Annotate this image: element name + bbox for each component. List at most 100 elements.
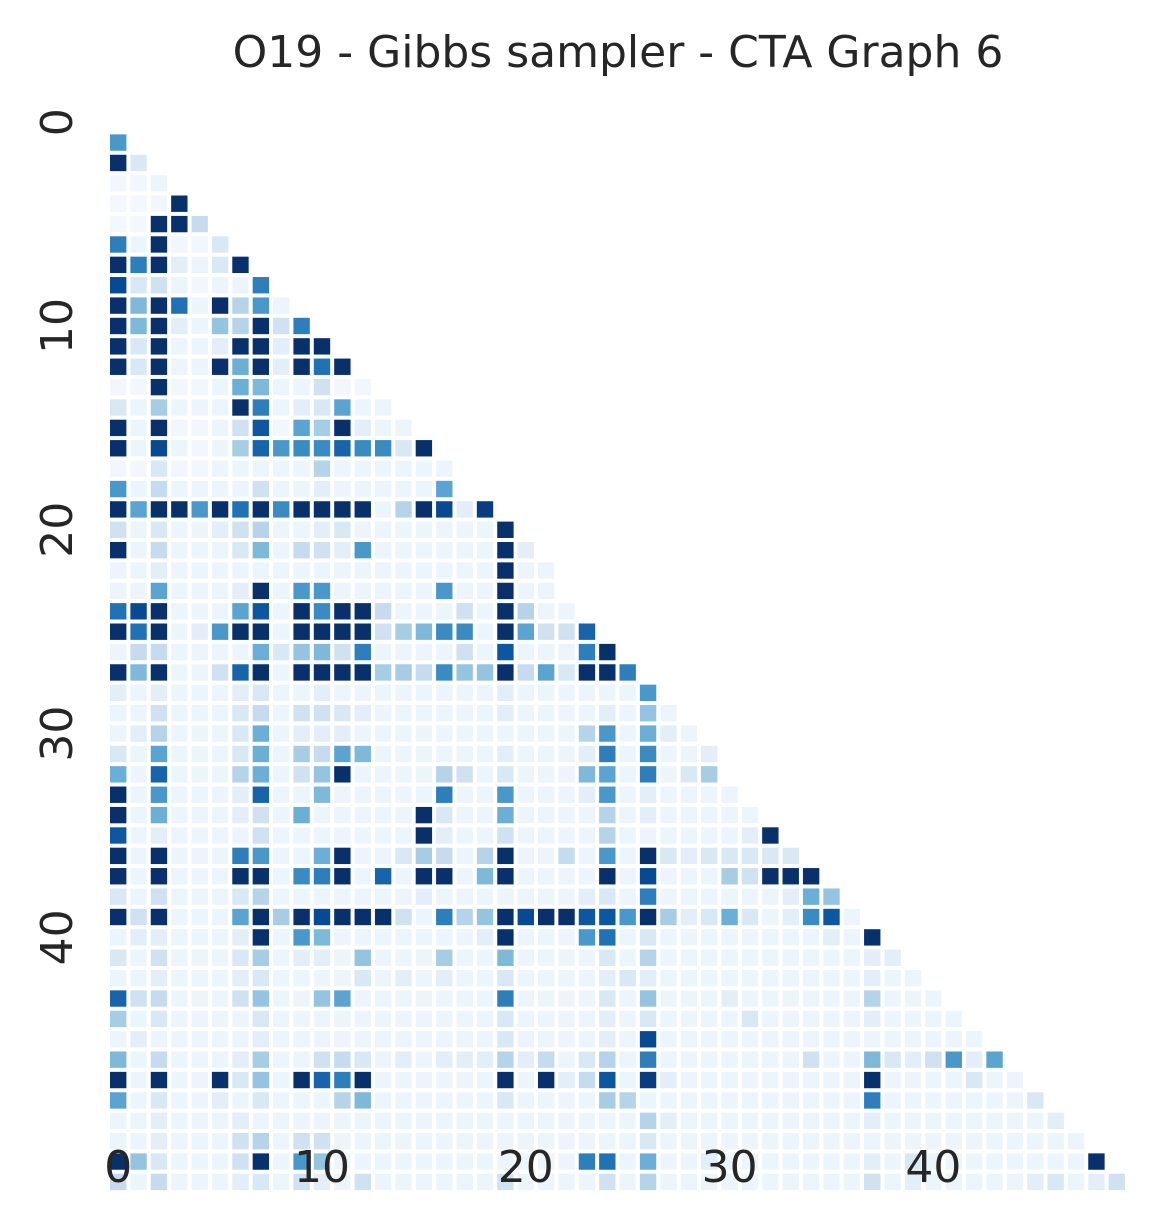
heatmap-cell xyxy=(171,868,188,885)
heatmap-cell xyxy=(232,1010,249,1028)
heatmap-cell xyxy=(252,623,270,640)
heatmap-cell xyxy=(110,480,127,498)
heatmap-cell xyxy=(823,1031,840,1048)
heatmap-cell xyxy=(395,786,412,803)
heatmap-cell xyxy=(884,969,901,987)
heatmap-cell xyxy=(171,1010,188,1028)
heatmap-cell xyxy=(191,338,208,355)
heatmap-cell xyxy=(843,990,861,1007)
heatmap-cell xyxy=(293,1092,310,1109)
heatmap-cell xyxy=(945,1092,962,1109)
heatmap-cell xyxy=(904,1051,922,1068)
heatmap-cell xyxy=(925,1092,942,1109)
heatmap-cell xyxy=(150,440,168,457)
heatmap-cell xyxy=(293,908,310,926)
heatmap-cell xyxy=(273,705,290,722)
heatmap-cell xyxy=(334,806,351,824)
heatmap-cell xyxy=(313,847,331,865)
heatmap-cell xyxy=(211,317,229,335)
heatmap-cell xyxy=(395,419,412,437)
heatmap-cell xyxy=(436,521,453,538)
heatmap-cell xyxy=(436,1173,453,1191)
heatmap-cell xyxy=(191,399,208,416)
heatmap-cell xyxy=(537,1153,555,1170)
heatmap-cell xyxy=(741,1133,759,1150)
heatmap-cell xyxy=(171,297,188,314)
heatmap-cell xyxy=(395,868,412,885)
heatmap-cell xyxy=(252,1133,270,1150)
heatmap-cell xyxy=(578,1133,596,1150)
heatmap-cell xyxy=(110,806,127,824)
heatmap-cell xyxy=(211,643,229,661)
heatmap-cell xyxy=(293,541,310,559)
heatmap-cell xyxy=(232,664,249,681)
heatmap-cell xyxy=(721,949,738,966)
heatmap-cell xyxy=(680,990,698,1007)
heatmap-cell xyxy=(415,684,433,702)
heatmap-cell xyxy=(802,1010,820,1028)
heatmap-cell xyxy=(374,440,392,457)
heatmap-cell xyxy=(354,868,371,885)
heatmap-cell xyxy=(660,1153,677,1170)
heatmap-cell xyxy=(578,1051,596,1068)
heatmap-cell xyxy=(721,868,738,885)
heatmap-cell xyxy=(680,1071,698,1089)
heatmap-cell xyxy=(456,643,473,661)
heatmap-cell xyxy=(558,969,575,987)
heatmap-cell xyxy=(273,949,290,966)
heatmap-cell xyxy=(273,868,290,885)
heatmap-cell xyxy=(884,1092,901,1109)
heatmap-cell xyxy=(211,1173,229,1191)
heatmap-cell xyxy=(660,1133,677,1150)
heatmap-cell xyxy=(517,664,534,681)
heatmap-cell xyxy=(252,480,270,498)
heatmap-cell xyxy=(273,419,290,437)
heatmap-cell xyxy=(415,929,433,946)
heatmap-cell xyxy=(558,745,575,763)
heatmap-cell xyxy=(354,501,371,518)
heatmap-cell xyxy=(110,969,127,987)
heatmap-cell xyxy=(110,195,127,212)
heatmap-cell xyxy=(374,949,392,966)
heatmap-cell xyxy=(721,1133,738,1150)
heatmap-cell xyxy=(293,1071,310,1089)
heatmap-cell xyxy=(334,643,351,661)
heatmap-cell xyxy=(802,929,820,946)
heatmap-cell xyxy=(619,1071,636,1089)
heatmap-cell xyxy=(395,827,412,844)
heatmap-cell xyxy=(537,725,555,742)
heatmap-cell xyxy=(517,766,534,783)
heatmap-cell xyxy=(130,562,147,579)
heatmap-cell xyxy=(436,623,453,640)
heatmap-cell xyxy=(211,603,229,620)
heatmap-cell xyxy=(334,908,351,926)
heatmap-cell xyxy=(456,908,473,926)
heatmap-cell xyxy=(558,806,575,824)
heatmap-cell xyxy=(211,338,229,355)
heatmap-cell xyxy=(293,705,310,722)
heatmap-cell xyxy=(619,725,636,742)
heatmap-cell xyxy=(517,1031,534,1048)
heatmap-cell xyxy=(354,1071,371,1089)
heatmap-cell xyxy=(130,501,147,518)
heatmap-cell xyxy=(313,929,331,946)
heatmap-cell xyxy=(313,1153,331,1170)
heatmap-cell xyxy=(558,990,575,1007)
heatmap-cell xyxy=(639,969,657,987)
heatmap-cell xyxy=(415,1092,433,1109)
heatmap-cell xyxy=(762,847,779,865)
heatmap-cell xyxy=(456,806,473,824)
heatmap-cell xyxy=(252,929,270,946)
heatmap-cell xyxy=(436,888,453,905)
heatmap-cell xyxy=(334,705,351,722)
heatmap-cell xyxy=(171,562,188,579)
heatmap-cell xyxy=(415,908,433,926)
heatmap-cell xyxy=(130,1071,147,1089)
heatmap-cell xyxy=(130,1010,147,1028)
heatmap-cell xyxy=(130,215,147,233)
heatmap-cell xyxy=(456,1153,473,1170)
heatmap-cell xyxy=(313,1133,331,1150)
heatmap-cell xyxy=(374,1031,392,1048)
heatmap-cell xyxy=(864,1051,881,1068)
heatmap-cell xyxy=(293,766,310,783)
